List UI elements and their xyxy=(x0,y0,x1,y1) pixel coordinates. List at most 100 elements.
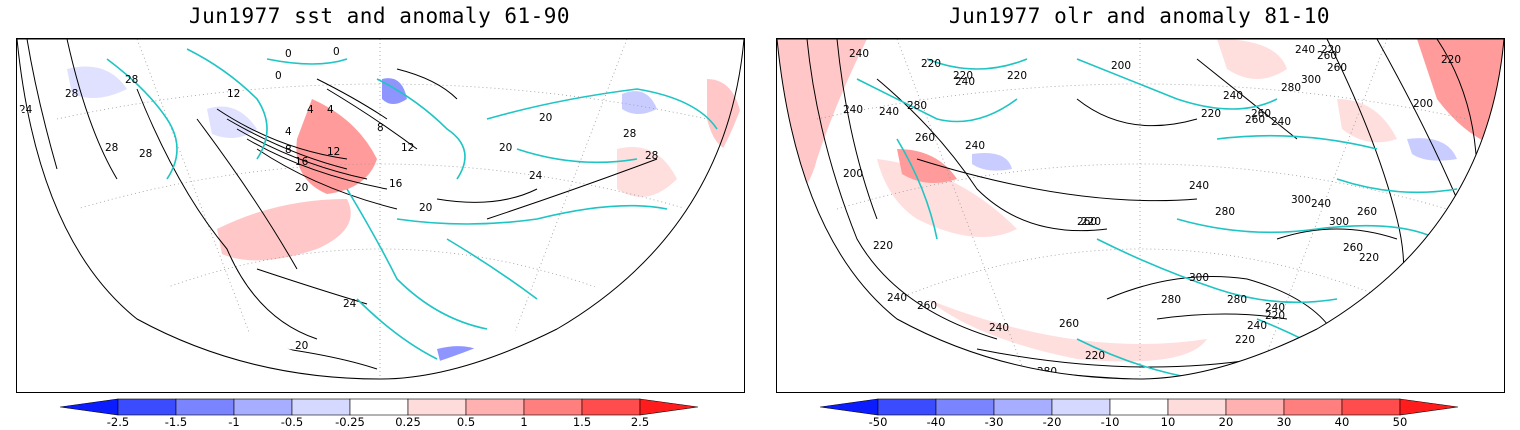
left-contour-label: 8 xyxy=(285,144,292,156)
right-contour-label: 260 xyxy=(1245,114,1265,126)
right-colorbar-segment xyxy=(1341,398,1401,416)
right-contour-label: 240 xyxy=(1247,320,1267,332)
right-colorbar-segment xyxy=(935,398,995,416)
right-colorbar-segment xyxy=(1167,398,1227,416)
right-contour-label: 260 xyxy=(1317,50,1337,62)
right-colorbar-segment xyxy=(1109,398,1169,416)
right-contour-label: 260 xyxy=(1077,216,1097,228)
left-contour-label: 12 xyxy=(401,142,414,154)
left-contour-label: 16 xyxy=(295,156,309,168)
right-contour-label: 220 xyxy=(953,70,973,82)
right-contour-label: 300 xyxy=(1189,272,1209,284)
right-contour-label: 240 xyxy=(849,48,869,60)
right-colorbar-tick: 40 xyxy=(1334,415,1350,429)
right-contour-label: 240 xyxy=(1271,116,1291,128)
right-anom-red xyxy=(897,149,957,183)
left-contour-label: 24 xyxy=(343,298,357,310)
left-contour-label: 28 xyxy=(65,88,78,100)
right-colorbar-segment xyxy=(1225,398,1285,416)
left-colorbar-segment xyxy=(465,398,525,416)
right-contour-label: 280 xyxy=(1227,294,1247,306)
right-contour-label: 240 xyxy=(1223,90,1243,102)
right-anom-red xyxy=(1337,99,1397,143)
left-colorbar-segment xyxy=(581,398,641,416)
left-contour-label: 4 xyxy=(285,126,292,138)
right-contour-label: 260 xyxy=(1059,318,1079,330)
left-colorbar-tick: -0.5 xyxy=(280,415,304,429)
right-colorbar-tick: 20 xyxy=(1218,415,1234,429)
right-anom-red xyxy=(1217,39,1287,79)
left-colorbar-tick: -0.25 xyxy=(335,415,365,429)
right-colorbar-tick: -10 xyxy=(1100,415,1120,429)
right-contour-label: 240 xyxy=(879,106,899,118)
left-colorbar-segment xyxy=(639,398,699,416)
right-contour-label: 220 xyxy=(1235,334,1255,346)
left-contour-label: 24 xyxy=(19,104,33,116)
right-colorbar-tick: -50 xyxy=(868,415,888,429)
right-contour-label: 280 xyxy=(907,100,927,112)
right-contour-label: 220 xyxy=(1007,70,1027,82)
left-contour-label: 28 xyxy=(623,128,636,140)
right-colorbar-segment xyxy=(1051,398,1111,416)
right-contour-label: 240 xyxy=(843,104,863,116)
right-contour-label: 220 xyxy=(921,58,941,70)
right-anom-blue xyxy=(1407,138,1457,161)
right-contour-label: 300 xyxy=(1291,194,1311,206)
right-colorbar-segment xyxy=(1283,398,1343,416)
right-contour-label: 280 xyxy=(1281,82,1301,94)
left-hemisphere-edge xyxy=(17,39,744,380)
left-contour-label: 0 xyxy=(275,70,282,82)
left-map: 24 28 28 28 28 12 0 0 0 4 4 8 4 8 16 12 … xyxy=(16,38,745,393)
left-contour-label: 8 xyxy=(377,122,384,134)
right-contour-label: 220 xyxy=(1081,216,1101,228)
right-contour-label: 220 xyxy=(1085,350,1105,362)
right-anom-red xyxy=(1417,39,1504,149)
left-contour-label: 20 xyxy=(539,112,552,124)
right-contour-label: 260 xyxy=(1343,242,1363,254)
right-contour-label: 300 xyxy=(1329,216,1349,228)
right-contour-label: 200 xyxy=(843,168,863,180)
left-contour-label: 16 xyxy=(389,178,403,190)
right-contour-label: 280 xyxy=(1215,206,1235,218)
left-colorbar-segment xyxy=(175,398,235,416)
left-panel-title: Jun1977 sst and anomaly 61-90 xyxy=(188,4,571,28)
left-anom-blue xyxy=(622,91,657,114)
right-colorbar-tick: 50 xyxy=(1392,415,1408,429)
right-colorbar-tick: -20 xyxy=(1042,415,1062,429)
right-contour-label: 240 xyxy=(1295,44,1315,56)
left-contour-label: 28 xyxy=(175,298,188,310)
right-contour-label: 240 xyxy=(965,140,985,152)
left-contour-label: 28 xyxy=(139,148,152,160)
right-contour-label: 240 xyxy=(1189,180,1209,192)
left-anom-red xyxy=(217,199,351,261)
left-contour-label: 28 xyxy=(105,142,118,154)
left-contour-label: 20 xyxy=(295,340,308,352)
left-contour-label: 4 xyxy=(307,104,314,116)
right-contour-label: 260 xyxy=(1251,108,1271,120)
right-contour-label: 260 xyxy=(1327,62,1347,74)
right-contour-label: 220 xyxy=(1265,310,1285,322)
right-contour-label: 240 xyxy=(1265,302,1285,314)
right-map: 240 220 220 240 220 200 300 260 280 260 … xyxy=(776,38,1505,393)
right-colorbar-segment xyxy=(1399,398,1459,416)
left-colorbar xyxy=(60,398,699,416)
left-colorbar-tick: 0.25 xyxy=(395,415,421,429)
left-contour-label: 20 xyxy=(295,182,308,194)
left-colorbar-segment xyxy=(233,398,293,416)
left-colorbar-tick: -2.5 xyxy=(106,415,130,429)
right-colorbar-tick: 30 xyxy=(1276,415,1292,429)
left-contour-label: 0 xyxy=(333,46,340,58)
right-contour-label: 260 xyxy=(1357,206,1377,218)
left-anom-red xyxy=(707,79,744,151)
left-colorbar-segment xyxy=(349,398,409,416)
right-contour-label: 220 xyxy=(1321,44,1341,56)
left-contour-label: 12 xyxy=(327,146,340,158)
right-contour-label: 240 xyxy=(1235,364,1255,376)
left-colorbar-segment xyxy=(60,398,119,416)
right-colorbar-tick: 10 xyxy=(1160,415,1176,429)
right-panel-title: Jun1977 olr and anomaly 81-10 xyxy=(948,4,1331,28)
right-colorbar-segment xyxy=(993,398,1053,416)
right-colorbar-segment xyxy=(877,398,937,416)
right-anom-blue xyxy=(972,153,1012,171)
right-contour-label: 220 xyxy=(1359,252,1379,264)
